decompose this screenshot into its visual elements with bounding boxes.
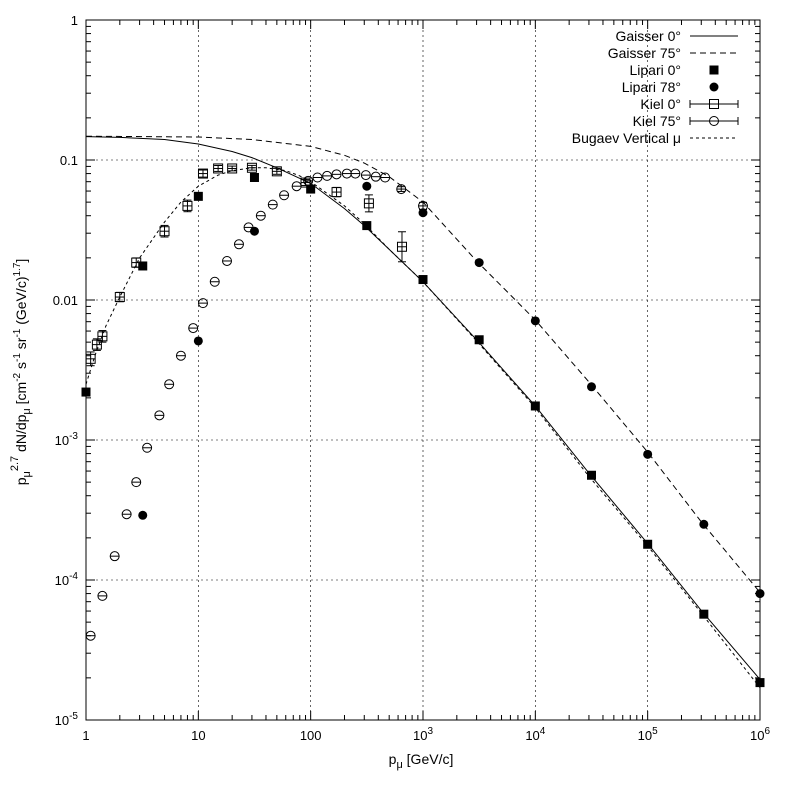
x-tick-label: 106 <box>750 726 770 743</box>
series-5-point <box>222 255 233 266</box>
series-4-point <box>331 187 342 198</box>
series-5-point <box>267 199 278 210</box>
series-3-point <box>474 258 484 268</box>
series-2-point <box>193 191 203 201</box>
x-tick-label: 105 <box>638 726 658 743</box>
series-2-point <box>418 275 428 285</box>
series-2-point <box>530 401 540 411</box>
series-5-point <box>109 551 120 562</box>
series-4-point <box>300 177 311 188</box>
y-tick-label: 10-5 <box>55 711 79 728</box>
series-2-point <box>643 539 653 549</box>
series-2-point <box>587 470 597 480</box>
series-5-point <box>121 509 132 520</box>
series-5-point <box>142 442 153 453</box>
series-5-point <box>243 222 254 233</box>
series-3-point <box>418 208 428 218</box>
series-2-point <box>474 335 484 345</box>
axis-ticks <box>85 19 761 721</box>
legend-label: Lipari 78° <box>622 79 681 95</box>
series-2-point <box>699 609 709 619</box>
series-5-point <box>233 239 244 250</box>
x-tick-label: 10 <box>191 728 205 743</box>
series-4-point <box>396 241 407 252</box>
series-3-point <box>699 519 709 529</box>
series-5-point <box>175 350 186 361</box>
x-axis-label: pμ [GeV/c] <box>389 751 454 771</box>
x-tick-label: 103 <box>413 726 433 743</box>
series-5-point <box>312 172 323 183</box>
series-3-point <box>249 226 259 236</box>
legend-marker <box>709 82 719 92</box>
series-4-point <box>197 168 208 179</box>
y-tick-label: 1 <box>71 13 78 28</box>
series-3-point <box>138 510 148 520</box>
series-5-point <box>164 379 175 390</box>
series-5-point <box>279 190 290 201</box>
y-tick-label: 0.1 <box>60 153 78 168</box>
series-5-point <box>418 200 428 211</box>
series-4-point <box>363 198 374 209</box>
series-3-point <box>530 316 540 326</box>
series-5-point <box>209 276 220 287</box>
series-4-point <box>271 166 282 177</box>
series-3-point <box>193 336 203 346</box>
series-4-point <box>91 339 102 350</box>
series-4-point <box>213 163 224 174</box>
legend-label: Gaisser 75° <box>608 45 681 61</box>
series-5-point <box>331 169 342 180</box>
series-5-point <box>255 210 266 221</box>
legend: Gaisser 0°Gaisser 75°Lipari 0°Lipari 78°… <box>572 28 739 146</box>
series-4-point <box>97 331 108 342</box>
x-tick-label: 100 <box>300 728 322 743</box>
series-2-point <box>362 221 372 231</box>
series-4-point <box>246 162 257 173</box>
y-tick-label: 10-3 <box>55 431 79 448</box>
series-5-point <box>197 298 208 309</box>
series-4-point <box>227 163 238 174</box>
x-tick-label: 104 <box>525 726 545 743</box>
legend-label: Kiel 0° <box>640 96 681 112</box>
series-5-point <box>97 590 108 601</box>
series-5-point <box>380 172 391 183</box>
series-3-point <box>587 382 597 392</box>
series-2-point <box>249 172 259 182</box>
series-5-point <box>360 170 371 181</box>
series-5-point <box>350 168 361 179</box>
series-2-point <box>138 261 148 271</box>
series-5-point <box>154 410 165 421</box>
series-3-point <box>643 449 653 459</box>
legend-marker <box>709 116 719 126</box>
legend-label: Kiel 75° <box>633 113 681 129</box>
legend-label: Bugaev Vertical μ <box>572 130 681 146</box>
series-4-point <box>114 292 125 303</box>
x-tick-label: 1 <box>82 728 89 743</box>
series-5-point <box>291 181 302 192</box>
y-tick-label: 0.01 <box>53 293 78 308</box>
series-5-point <box>322 170 333 181</box>
y-axis-label: pμ2.7 dN/dpμ [cm-2 s-1 sr-1 (GeV/c)1.7] <box>9 259 33 486</box>
series-5-point <box>303 175 314 186</box>
series-4-point <box>159 226 170 237</box>
legend-label: Lipari 0° <box>629 62 681 78</box>
y-tick-label: 10-4 <box>55 571 79 588</box>
legend-label: Gaisser 0° <box>615 28 681 44</box>
legend-marker <box>709 65 719 75</box>
series-0-line <box>85 136 761 680</box>
series-5-point <box>131 477 142 488</box>
series-4-point <box>131 257 142 268</box>
series-markers <box>81 162 765 688</box>
series-2-point <box>306 184 316 194</box>
series-3-point <box>362 181 372 191</box>
series-5-point <box>188 323 199 334</box>
legend-marker <box>709 99 719 109</box>
series-5-point <box>396 184 407 195</box>
tick-labels: 1 10 100 103 104 105 106 1 0.1 0.01 10-3 10-4 10-5 <box>53 13 771 743</box>
series-4-point <box>182 200 193 211</box>
